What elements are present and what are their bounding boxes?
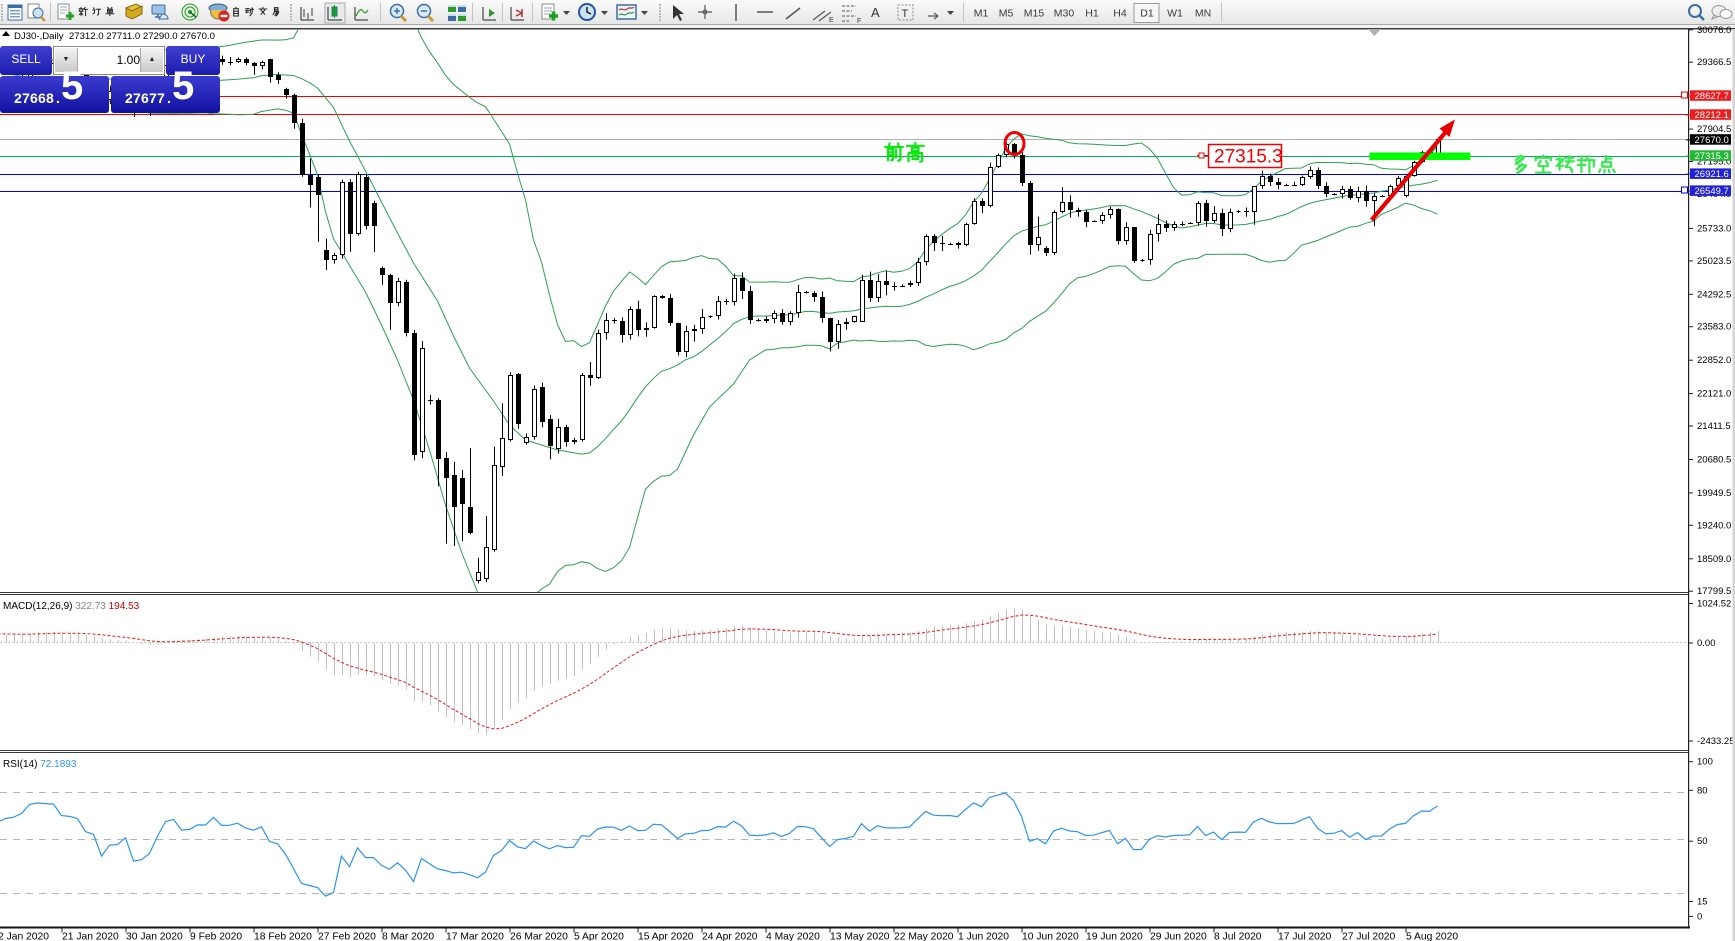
svg-text:17 Mar 2020: 17 Mar 2020 — [446, 932, 504, 941]
svg-text:1 Jun 2020: 1 Jun 2020 — [958, 932, 1009, 941]
svg-text:M15: M15 — [1024, 8, 1045, 20]
svg-text:-2433.25: -2433.25 — [1697, 736, 1735, 747]
svg-text:28627.7: 28627.7 — [1695, 91, 1729, 102]
svg-text:21411.5: 21411.5 — [1697, 421, 1731, 432]
svg-text:15 Apr 2020: 15 Apr 2020 — [638, 932, 694, 941]
svg-text:0.00: 0.00 — [1697, 638, 1716, 649]
svg-text:30 Jan 2020: 30 Jan 2020 — [126, 932, 183, 941]
svg-text:19 Jun 2020: 19 Jun 2020 — [1086, 932, 1143, 941]
svg-text:23583.0: 23583.0 — [1697, 322, 1731, 333]
svg-text:MACD(12,26,9) 322.73 194.53: MACD(12,26,9) 322.73 194.53 — [3, 601, 140, 612]
svg-text:25023.5: 25023.5 — [1697, 256, 1731, 267]
svg-text:29366.5: 29366.5 — [1697, 57, 1731, 68]
svg-text:13 May 2020: 13 May 2020 — [830, 932, 890, 941]
svg-text:27315.3: 27315.3 — [1695, 151, 1729, 162]
svg-text:27904.5: 27904.5 — [1697, 124, 1731, 135]
svg-text:22852.0: 22852.0 — [1697, 355, 1731, 366]
svg-text:DJ30-,Daily 27312.0 27711.0 2: DJ30-,Daily 27312.0 27711.0 27290.0 2767… — [14, 31, 215, 42]
svg-text:4 May 2020: 4 May 2020 — [766, 932, 820, 941]
svg-text:29 Jun 2020: 29 Jun 2020 — [1150, 932, 1207, 941]
svg-text:26549.7: 26549.7 — [1695, 186, 1729, 197]
svg-text:H4: H4 — [1113, 8, 1127, 20]
svg-text:A: A — [871, 5, 880, 20]
svg-text:8 Jul 2020: 8 Jul 2020 — [1214, 932, 1262, 941]
svg-text:19949.5: 19949.5 — [1697, 488, 1731, 499]
svg-text:F: F — [857, 18, 861, 25]
svg-text:27195.0: 27195.0 — [1697, 157, 1731, 168]
svg-text:T: T — [902, 8, 909, 20]
svg-text:26 Mar 2020: 26 Mar 2020 — [510, 932, 568, 941]
svg-text:0: 0 — [1697, 911, 1702, 922]
svg-text:9 Feb 2020: 9 Feb 2020 — [190, 932, 242, 941]
svg-text:MN: MN — [1195, 8, 1211, 20]
svg-text:100: 100 — [1697, 757, 1713, 768]
svg-text:10 Jun 2020: 10 Jun 2020 — [1022, 932, 1079, 941]
svg-text:27315.3: 27315.3 — [1214, 147, 1283, 168]
svg-text:27 Jul 2020: 27 Jul 2020 — [1342, 932, 1396, 941]
svg-text:24 Apr 2020: 24 Apr 2020 — [702, 932, 758, 941]
svg-text:20680.5: 20680.5 — [1697, 455, 1731, 466]
svg-text:30076.0: 30076.0 — [1697, 25, 1731, 36]
svg-text:D1: D1 — [1140, 8, 1154, 20]
svg-text:M1: M1 — [974, 8, 989, 20]
svg-text:15: 15 — [1697, 897, 1708, 908]
svg-text:M5: M5 — [999, 8, 1014, 20]
svg-text:80: 80 — [1697, 785, 1708, 796]
svg-text:18 Feb 2020: 18 Feb 2020 — [254, 932, 312, 941]
svg-text:17 Jul 2020: 17 Jul 2020 — [1278, 932, 1332, 941]
svg-text:17799.5: 17799.5 — [1697, 586, 1731, 597]
svg-text:27 Feb 2020: 27 Feb 2020 — [318, 932, 376, 941]
svg-text:50: 50 — [1697, 836, 1708, 847]
svg-text:H1: H1 — [1085, 8, 1099, 20]
svg-text:8 Mar 2020: 8 Mar 2020 — [382, 932, 434, 941]
svg-text:19240.0: 19240.0 — [1697, 520, 1731, 531]
svg-text:22 May 2020: 22 May 2020 — [894, 932, 954, 941]
svg-text:1024.52: 1024.52 — [1697, 599, 1731, 610]
svg-text:21 Jan 2020: 21 Jan 2020 — [62, 932, 119, 941]
svg-text:E: E — [829, 17, 834, 24]
svg-text:18509.0: 18509.0 — [1697, 554, 1731, 565]
svg-text:2 Jan 2020: 2 Jan 2020 — [0, 932, 49, 941]
svg-text:22121.0: 22121.0 — [1697, 389, 1731, 400]
svg-text:26921.6: 26921.6 — [1695, 169, 1729, 180]
svg-text:5 Apr 2020: 5 Apr 2020 — [574, 932, 624, 941]
svg-text:28212.1: 28212.1 — [1695, 110, 1729, 121]
svg-text:M30: M30 — [1054, 8, 1075, 20]
svg-text:W1: W1 — [1167, 8, 1183, 20]
svg-text:27670.0: 27670.0 — [1695, 135, 1729, 146]
svg-text:24292.5: 24292.5 — [1697, 289, 1731, 300]
svg-text:25733.0: 25733.0 — [1697, 223, 1731, 234]
svg-text:5 Aug 2020: 5 Aug 2020 — [1406, 932, 1458, 941]
svg-text:RSI(14) 72.1893: RSI(14) 72.1893 — [3, 759, 77, 770]
